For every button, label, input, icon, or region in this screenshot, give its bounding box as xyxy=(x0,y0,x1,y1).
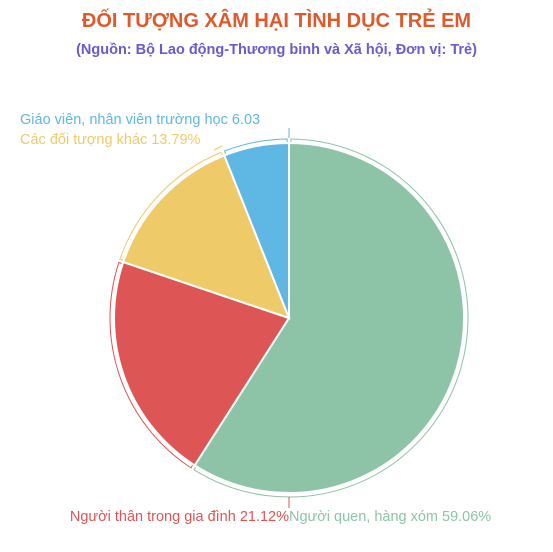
slice-label-others: Các đối tượng khác 13.79% xyxy=(20,132,201,148)
chart-subtitle: (Nguồn: Bộ Lao động-Thương binh và Xã hộ… xyxy=(76,42,477,58)
slice-others-bracket xyxy=(119,151,223,261)
slice-family xyxy=(113,260,291,467)
slice-label-teachers: Giáo viên, nhân viên trường học 6.03 xyxy=(20,112,260,128)
slice-label-acquaintances: Người quen, hàng xóm 59.06% xyxy=(289,509,491,525)
slice-others xyxy=(121,154,291,320)
slice-teachers xyxy=(222,141,290,319)
slice-acquaintances-bracket xyxy=(193,138,469,498)
slice-acquaintances xyxy=(193,141,465,494)
chart-title: ĐỐI TƯỢNG XÂM HẠI TÌNH DỤC TRẺ EM xyxy=(81,10,472,32)
slice-label-family: Người thân trong gia đình 21.12% xyxy=(70,509,289,525)
slice-family-bracket xyxy=(109,261,194,469)
slice-teachers-bracket xyxy=(223,138,288,154)
leader-others xyxy=(213,145,223,151)
